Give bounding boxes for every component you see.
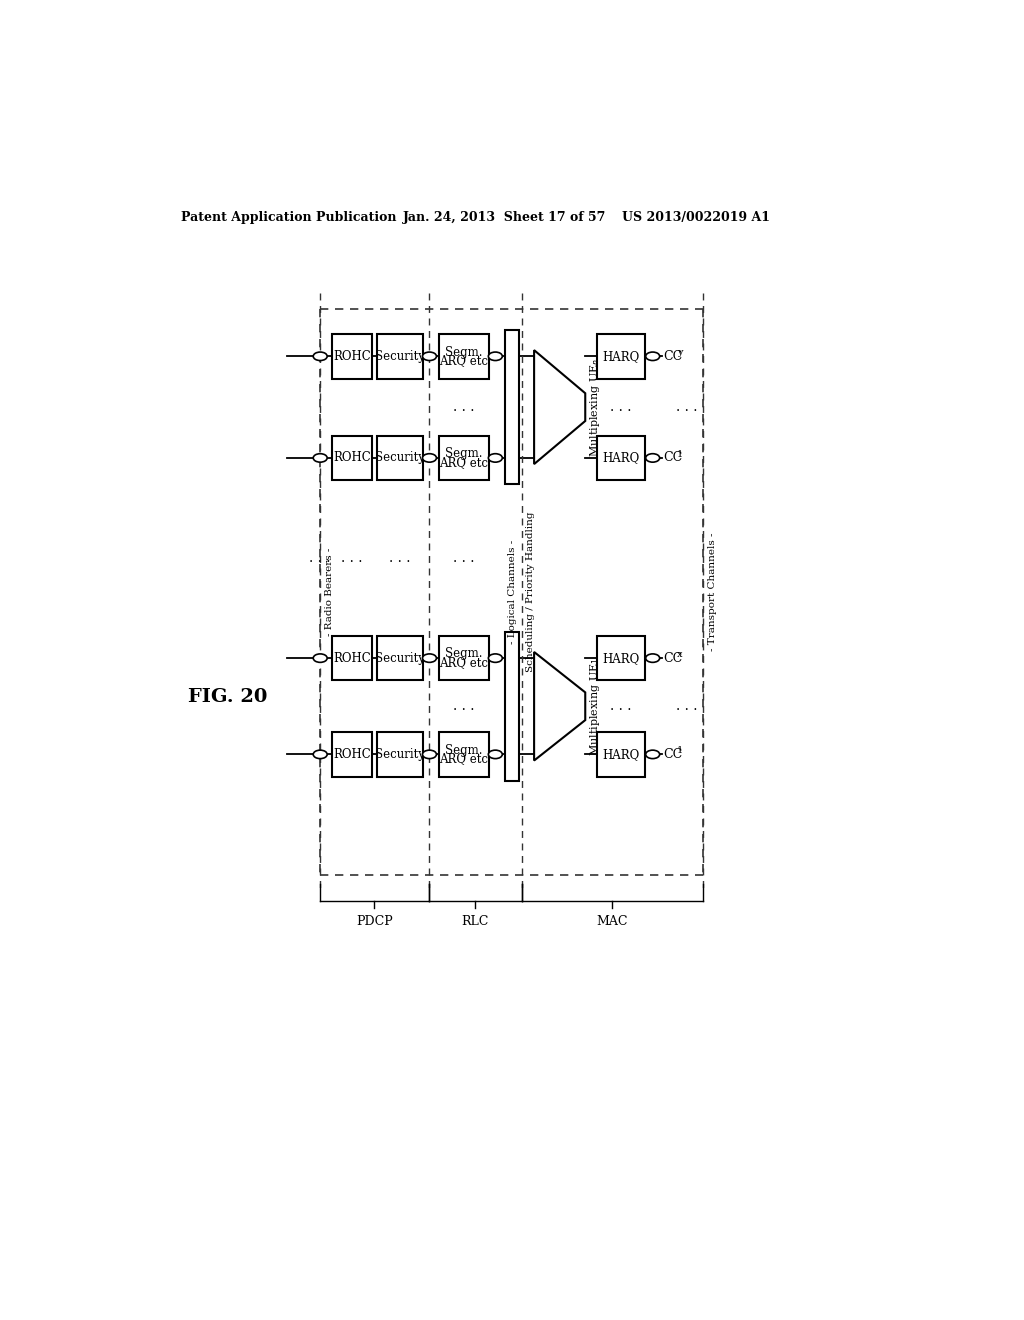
Bar bbox=[377, 334, 423, 379]
Text: Security: Security bbox=[375, 748, 425, 760]
Bar bbox=[597, 733, 645, 776]
Bar bbox=[332, 733, 372, 776]
Ellipse shape bbox=[646, 653, 659, 663]
Text: ROHC: ROHC bbox=[333, 748, 371, 760]
Bar bbox=[438, 636, 489, 681]
Text: . . .: . . . bbox=[610, 700, 632, 713]
Text: Scheduling / Priority Handling: Scheduling / Priority Handling bbox=[526, 511, 536, 672]
Text: - Logical Channels -: - Logical Channels - bbox=[508, 540, 517, 644]
Text: 1: 1 bbox=[677, 746, 683, 755]
Text: . . .: . . . bbox=[454, 400, 475, 414]
Bar bbox=[597, 636, 645, 681]
Text: . . .: . . . bbox=[676, 400, 697, 414]
Ellipse shape bbox=[646, 454, 659, 462]
Text: ARQ etc: ARQ etc bbox=[439, 455, 488, 469]
Text: Segm.: Segm. bbox=[445, 346, 482, 359]
Bar bbox=[438, 733, 489, 776]
Text: Multiplexing UE$_n$: Multiplexing UE$_n$ bbox=[589, 358, 602, 457]
Text: ROHC: ROHC bbox=[333, 652, 371, 665]
Ellipse shape bbox=[423, 454, 436, 462]
Text: Security: Security bbox=[375, 350, 425, 363]
Text: . . .: . . . bbox=[389, 550, 411, 565]
Text: ROHC: ROHC bbox=[333, 350, 371, 363]
Text: . . .: . . . bbox=[309, 550, 331, 565]
Text: - Radio Bearers -: - Radio Bearers - bbox=[325, 548, 334, 636]
Ellipse shape bbox=[488, 653, 503, 663]
Text: . . .: . . . bbox=[341, 550, 362, 565]
Text: HARQ: HARQ bbox=[602, 652, 640, 665]
Text: Security: Security bbox=[375, 451, 425, 465]
Text: HARQ: HARQ bbox=[602, 350, 640, 363]
Text: Segm.: Segm. bbox=[445, 743, 482, 756]
Bar bbox=[377, 636, 423, 681]
Ellipse shape bbox=[646, 750, 659, 759]
Text: PDCP: PDCP bbox=[356, 915, 393, 928]
Polygon shape bbox=[535, 652, 586, 760]
Text: y: y bbox=[677, 348, 682, 356]
Ellipse shape bbox=[488, 750, 503, 759]
Text: . . .: . . . bbox=[610, 400, 632, 414]
Bar bbox=[597, 334, 645, 379]
Bar bbox=[377, 436, 423, 480]
Ellipse shape bbox=[488, 352, 503, 360]
Text: CC: CC bbox=[664, 350, 683, 363]
Ellipse shape bbox=[488, 454, 503, 462]
Text: CC: CC bbox=[664, 652, 683, 665]
Text: . . .: . . . bbox=[454, 700, 475, 713]
Text: CC: CC bbox=[664, 451, 683, 465]
Text: FIG. 20: FIG. 20 bbox=[187, 689, 267, 706]
Text: CC: CC bbox=[664, 748, 683, 760]
Bar bbox=[438, 436, 489, 480]
Text: US 2013/0022019 A1: US 2013/0022019 A1 bbox=[623, 211, 770, 224]
Text: Patent Application Publication: Patent Application Publication bbox=[180, 211, 396, 224]
Text: ARQ etc: ARQ etc bbox=[439, 752, 488, 766]
Bar bbox=[505, 330, 518, 484]
Text: HARQ: HARQ bbox=[602, 451, 640, 465]
Ellipse shape bbox=[646, 352, 659, 360]
Text: ARQ etc: ARQ etc bbox=[439, 656, 488, 669]
Text: Jan. 24, 2013  Sheet 17 of 57: Jan. 24, 2013 Sheet 17 of 57 bbox=[403, 211, 606, 224]
Ellipse shape bbox=[313, 454, 328, 462]
Text: . . .: . . . bbox=[454, 550, 475, 565]
Bar bbox=[332, 334, 372, 379]
Ellipse shape bbox=[423, 352, 436, 360]
Text: HARQ: HARQ bbox=[602, 748, 640, 760]
Text: 1: 1 bbox=[677, 450, 683, 458]
Bar bbox=[597, 436, 645, 480]
Bar bbox=[332, 636, 372, 681]
Bar bbox=[438, 334, 489, 379]
Ellipse shape bbox=[423, 653, 436, 663]
Bar bbox=[377, 733, 423, 776]
Text: Multiplexing UE$_1$: Multiplexing UE$_1$ bbox=[589, 657, 602, 756]
Text: . . .: . . . bbox=[676, 700, 697, 713]
Text: Security: Security bbox=[375, 652, 425, 665]
Text: Segm.: Segm. bbox=[445, 447, 482, 461]
Ellipse shape bbox=[423, 750, 436, 759]
Ellipse shape bbox=[313, 352, 328, 360]
Text: MAC: MAC bbox=[597, 915, 628, 928]
Text: RLC: RLC bbox=[462, 915, 488, 928]
Text: x: x bbox=[677, 649, 682, 659]
Text: ARQ etc: ARQ etc bbox=[439, 354, 488, 367]
Bar bbox=[332, 436, 372, 480]
Ellipse shape bbox=[313, 750, 328, 759]
Text: ROHC: ROHC bbox=[333, 451, 371, 465]
Text: - Transport Channels -: - Transport Channels - bbox=[708, 532, 717, 651]
Bar bbox=[505, 632, 518, 780]
Polygon shape bbox=[535, 350, 586, 465]
Text: Segm.: Segm. bbox=[445, 647, 482, 660]
Ellipse shape bbox=[313, 653, 328, 663]
